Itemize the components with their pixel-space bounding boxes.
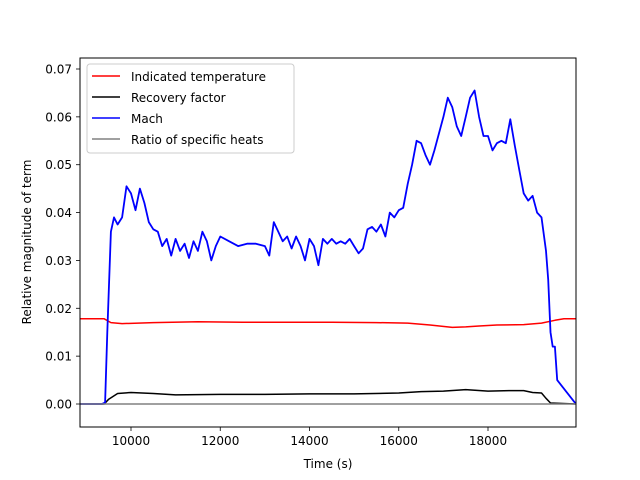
legend-label: Mach [131,112,163,126]
legend: Indicated temperature Recovery factor Ma… [86,63,295,154]
y-tick-label: 0.07 [45,63,72,77]
x-axis-ticks: 10000 12000 14000 16000 18000 [112,427,507,448]
legend-box [86,63,295,154]
legend-item-indicated-temperature: Indicated temperature [92,70,266,84]
series-line-mach [80,89,576,405]
x-tick-label: 14000 [290,434,328,448]
legend-label: Ratio of specific heats [131,133,263,147]
x-tick-label: 12000 [201,434,239,448]
legend-item-recovery-factor: Recovery factor [92,91,226,105]
legend-label: Recovery factor [131,91,226,105]
y-tick-label: 0.05 [45,158,72,172]
series-line-recovery-factor [80,388,576,405]
axes-frame [79,57,577,428]
plot-series [80,89,576,405]
y-tick-label: 0.00 [45,398,72,412]
legend-item-mach: Mach [92,112,163,126]
legend-item-ratio-of-specific-heats: Ratio of specific heats [92,133,263,147]
y-axis-ticks: 0.00 0.01 0.02 0.03 0.04 0.05 0.06 0.07 [45,63,80,412]
y-tick-label: 0.04 [45,206,72,220]
y-tick-label: 0.03 [45,254,72,268]
y-tick-label: 0.02 [45,302,72,316]
y-tick-label: 0.06 [45,110,72,124]
legend-label: Indicated temperature [131,70,266,84]
x-tick-label: 18000 [469,434,507,448]
y-tick-label: 0.01 [45,350,72,364]
x-axis-label: Time (s) [303,457,353,471]
x-tick-label: 16000 [380,434,418,448]
series-line-indicated-temperature [80,318,576,329]
x-tick-label: 10000 [112,434,150,448]
y-axis-label: Relative magnitude of term [20,160,34,325]
